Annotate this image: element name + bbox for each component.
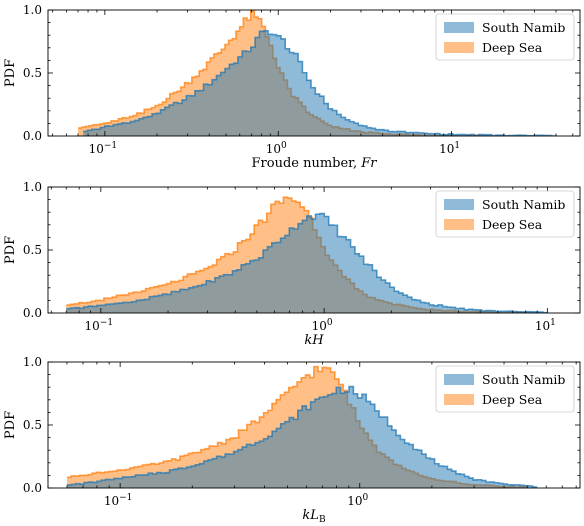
chart-panel-1: 0.0 0.5 1.0 10−1 100 101 PDF Froude number, Fr S… [3, 3, 581, 171]
y-tick-label: 0.0 [23, 306, 42, 320]
x-tick-label: 10−1 [85, 318, 114, 333]
legend-swatch [444, 394, 474, 405]
x-tick-label: 10−1 [89, 141, 118, 156]
y-axis-label: PDF [3, 236, 18, 264]
legend-swatch [444, 374, 474, 385]
legend-swatch [444, 42, 474, 53]
x-tick-label: 101 [439, 141, 460, 156]
legend-swatch [444, 219, 474, 230]
x-axis-label: kLB [302, 508, 326, 525]
legend-entry: South Namib [482, 197, 565, 212]
histogram-fill-south-namib [66, 213, 548, 313]
y-tick-label: 0.0 [23, 129, 42, 143]
legend-swatch [444, 22, 474, 33]
y-tick-label: 0.5 [23, 66, 42, 80]
y-tick-label: 0.5 [23, 243, 42, 257]
x-tick-label: 101 [535, 318, 556, 333]
chart-panel-3: 0.0 0.5 1.0 10−1 100 PDF kLB South Namib Deep Se… [3, 355, 581, 525]
x-tick-label: 100 [347, 493, 368, 508]
x-axis-label: kH [304, 333, 324, 348]
legend: South Namib Deep Sea [435, 365, 575, 413]
legend-entry: Deep Sea [482, 217, 543, 232]
x-tick-label: 10−1 [104, 493, 133, 508]
legend-entry: Deep Sea [482, 392, 543, 407]
y-tick-label: 0.5 [23, 418, 42, 432]
legend-entry: Deep Sea [482, 40, 543, 55]
legend: South Namib Deep Sea [435, 13, 575, 61]
legend-entry: South Namib [482, 20, 565, 35]
histogram-step-south-namib [83, 30, 557, 136]
x-axis-label: Froude number, Fr [252, 156, 378, 171]
y-tick-label: 1.0 [23, 355, 42, 369]
x-tick-label: 100 [312, 318, 333, 333]
legend-swatch [444, 199, 474, 210]
y-tick-label: 1.0 [23, 180, 42, 194]
y-tick-label: 0.0 [23, 481, 42, 495]
x-tick-label: 100 [266, 141, 287, 156]
chart-panel-2: 0.0 0.5 1.0 10−1 100 101 PDF kH South Namib Deep … [3, 180, 581, 348]
histogram-step-south-namib [66, 212, 548, 313]
y-tick-label: 1.0 [23, 3, 42, 17]
y-axis-label: PDF [3, 59, 18, 87]
histogram-step-south-namib [66, 385, 538, 488]
histogram-fill-south-namib [83, 30, 557, 136]
legend-entry: South Namib [482, 372, 565, 387]
histogram-fill-south-namib [66, 386, 538, 488]
y-axis-label: PDF [3, 411, 18, 439]
legend: South Namib Deep Sea [435, 190, 575, 238]
